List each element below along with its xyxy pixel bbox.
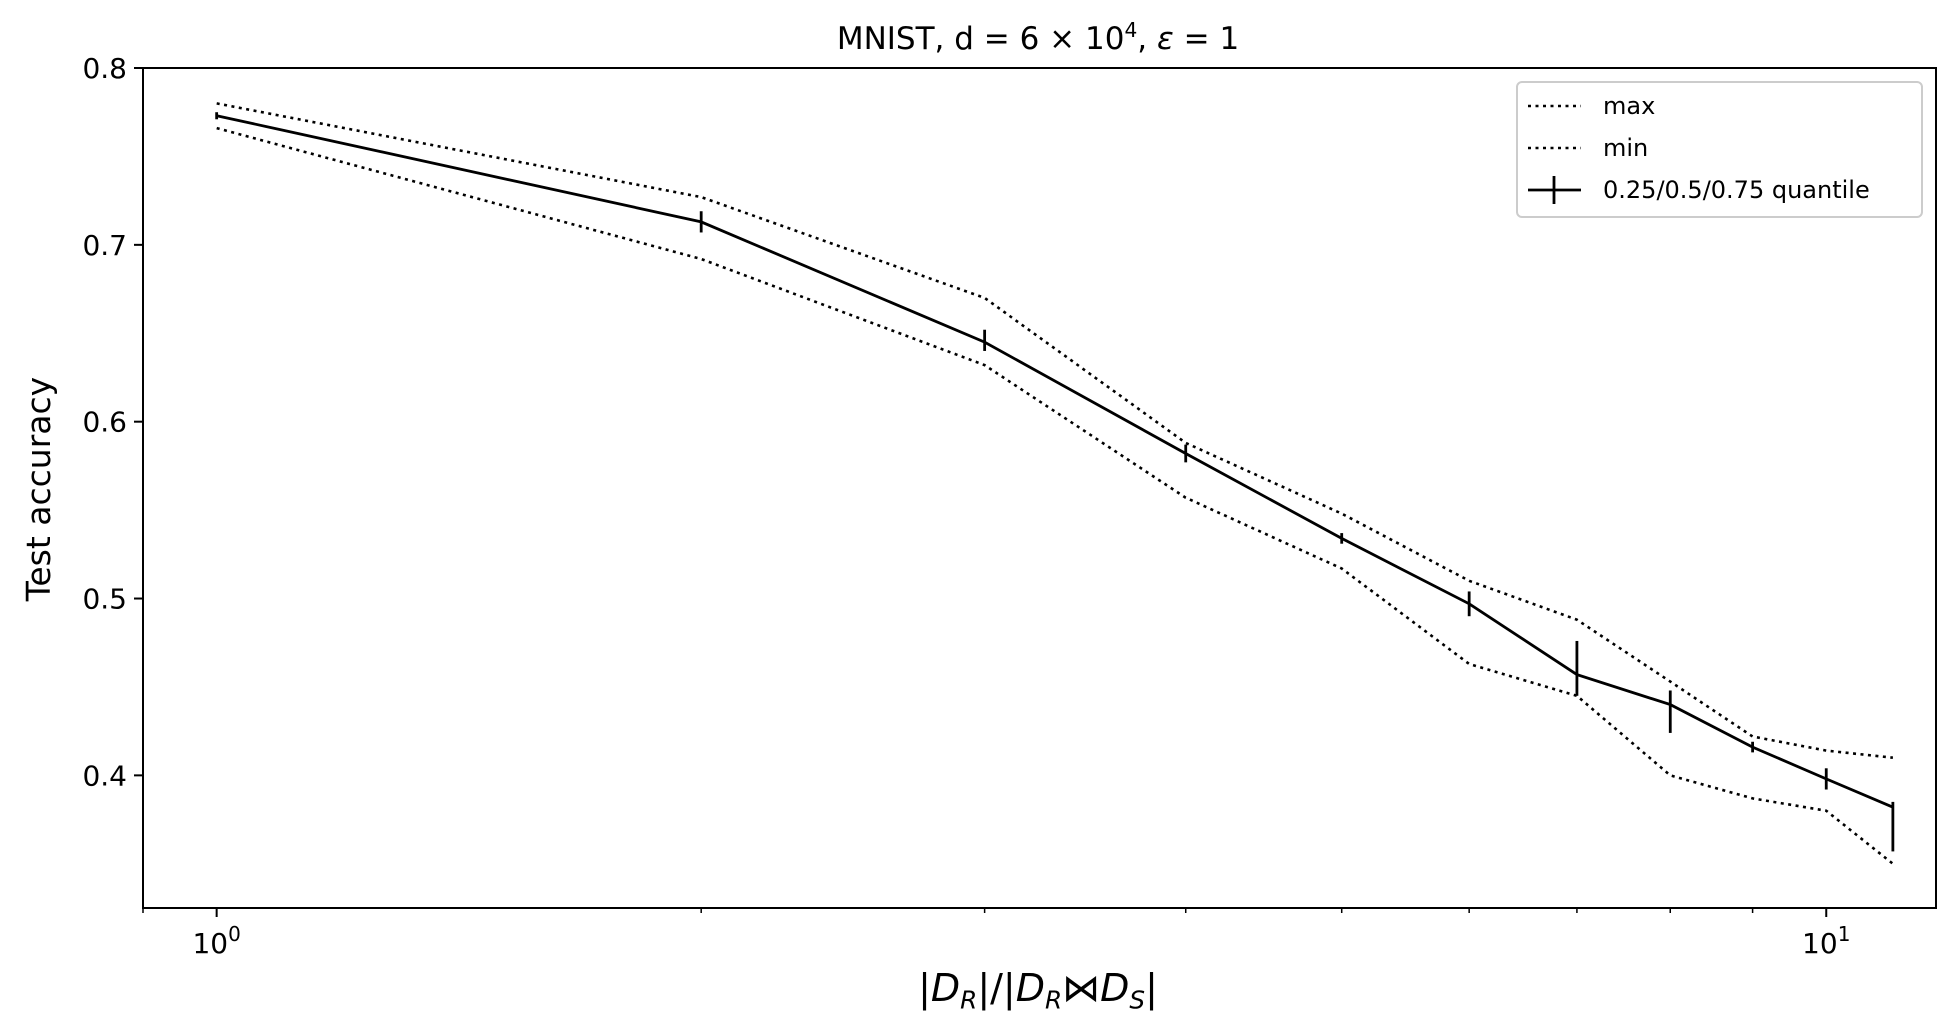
series-line-max <box>216 102 1894 759</box>
y-tick-label: 0.6 <box>82 406 127 439</box>
x-tick-label: 101 <box>1802 922 1850 960</box>
plot-area <box>142 67 1937 909</box>
legend-label: min <box>1603 134 1648 162</box>
y-tick-label: 0.5 <box>82 583 127 616</box>
series-line-0-25-0-5-0-75-quantile <box>216 114 1894 809</box>
y-tick-label: 0.8 <box>82 52 127 85</box>
series-line-min <box>216 126 1894 865</box>
x-tick-label: 100 <box>192 922 240 960</box>
y-tick-label: 0.4 <box>82 759 127 792</box>
series-group <box>215 102 1895 865</box>
legend-box <box>1516 81 1923 218</box>
plot-frame <box>142 67 1937 909</box>
legend-label: 0.25/0.5/0.75 quantile <box>1603 176 1870 204</box>
y-tick-label: 0.7 <box>82 229 127 262</box>
ticks-group: 0.4 0.5 0.6 0.7 0.8 100 101 <box>82 52 1850 960</box>
y-axis-label: Test accuracy <box>19 377 58 602</box>
chart-title: MNIST, d = 6 × 104, ε = 1 <box>836 18 1240 58</box>
legend: max min 0.25/0.5/0.75 quantile <box>1516 81 1923 218</box>
x-axis-label: |DR|/|DR⋈DS| <box>918 966 1158 1015</box>
legend-label: max <box>1603 92 1655 120</box>
